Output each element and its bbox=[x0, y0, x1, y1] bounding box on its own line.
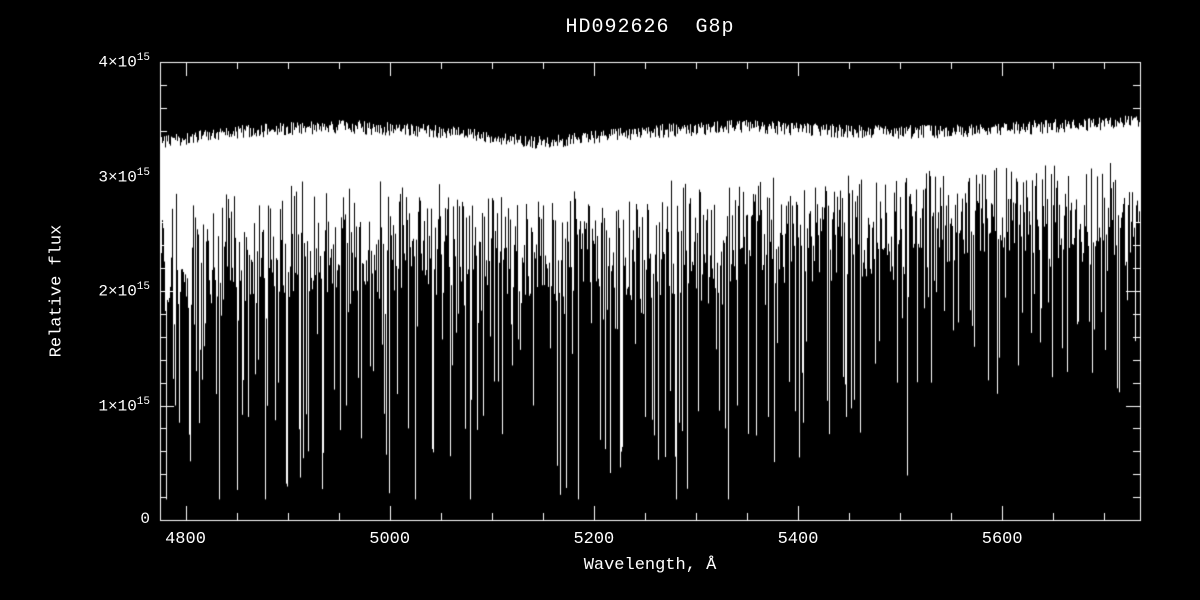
x-tick-label: 5000 bbox=[369, 530, 411, 549]
x-tick-label: 5600 bbox=[981, 530, 1023, 549]
x-tick-label: 5400 bbox=[777, 530, 819, 549]
y-tick-label: 4×1015 bbox=[98, 52, 150, 72]
y-tick-label: 0 bbox=[140, 510, 150, 528]
x-axis-label: Wavelength, Å bbox=[583, 556, 717, 575]
x-tick-label: 4800 bbox=[165, 530, 206, 549]
y-tick-label: 3×1015 bbox=[98, 166, 150, 186]
y-tick-label: 1×1015 bbox=[98, 395, 150, 415]
y-tick-label: 2×1015 bbox=[98, 281, 150, 301]
chart-title: HD092626 G8p bbox=[565, 16, 735, 39]
x-tick-label: 5200 bbox=[573, 530, 615, 549]
